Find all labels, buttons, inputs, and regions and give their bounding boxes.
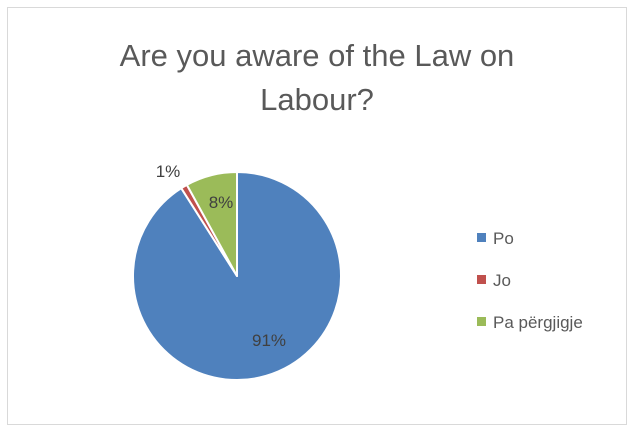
- legend-swatch-1: [477, 233, 486, 242]
- chart-title: Are you aware of the Law on Labour?: [8, 34, 626, 122]
- chart-title-line-1: Are you aware of the Law on: [119, 38, 515, 73]
- pie-labels: 91% 1% 8%: [156, 162, 286, 350]
- legend-label-1: Po: [493, 229, 514, 248]
- legend-label-2: Jo: [493, 271, 511, 290]
- pie-slices: [132, 171, 342, 381]
- data-label-1: 91%: [252, 331, 286, 350]
- data-label-2: 1%: [156, 162, 181, 181]
- data-label-3: 8%: [209, 193, 234, 212]
- pie-slice-pa-përgjigje: [185, 171, 238, 277]
- chart-title-line-2: Labour?: [260, 82, 374, 117]
- legend-label-3: Pa përgjigje: [493, 313, 583, 332]
- legend-swatch-3: [477, 317, 486, 326]
- legend-swatch-2: [477, 275, 486, 284]
- legend: Po Jo Pa përgjigje: [477, 229, 583, 332]
- chart-frame: Are you aware of the Law on Labour?: [7, 7, 627, 425]
